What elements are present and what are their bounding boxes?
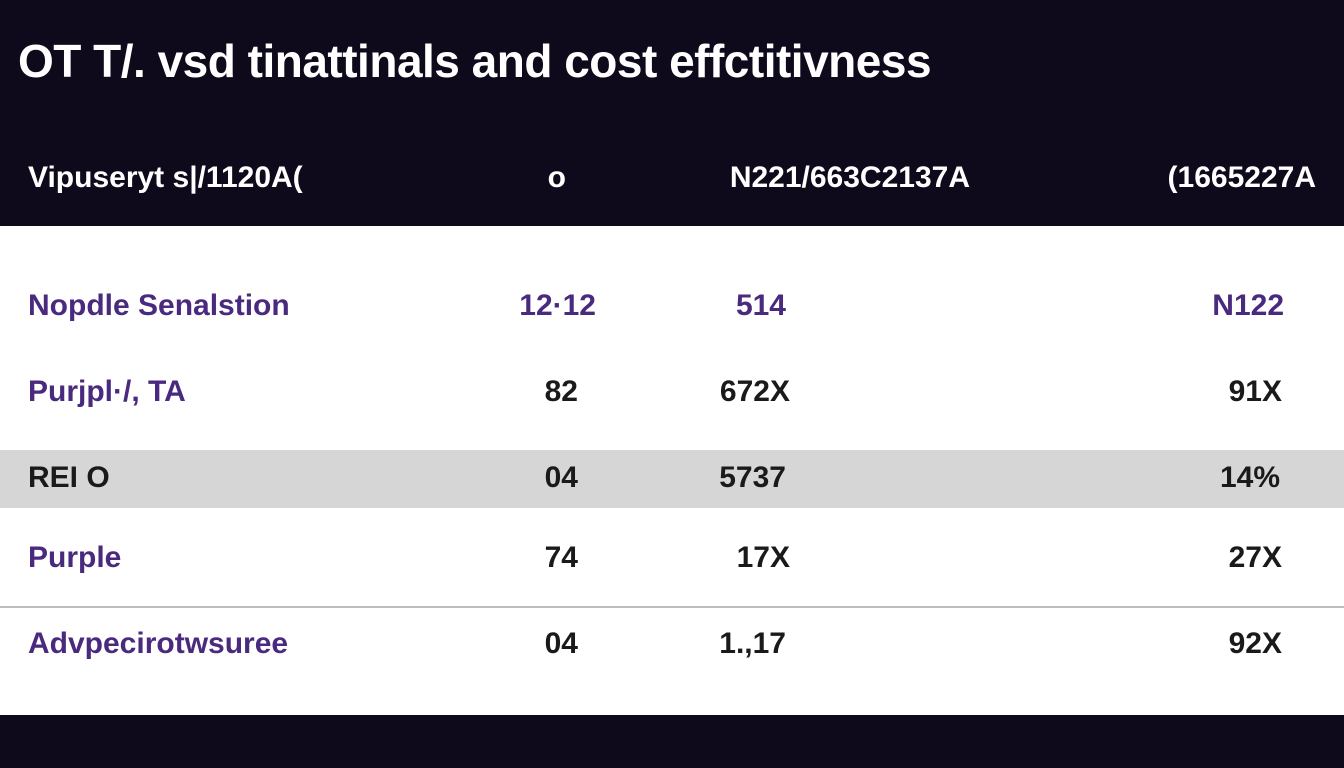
table-body: Nopdle Senalstion 12·12 514 N122 Purjpl·… <box>0 226 1344 715</box>
row-label: Purple <box>28 541 122 574</box>
row-value-3: 14% <box>1219 461 1280 494</box>
row-value-1: 04 <box>544 461 578 494</box>
row-value-2: 514 <box>735 289 786 322</box>
page-title: OT T/. vsd tinattinals and cost effctiti… <box>18 35 932 87</box>
row-value-2: 1.,17 <box>719 627 786 660</box>
row-value-2: 17X <box>736 541 790 574</box>
row-value-1: 12·12 <box>519 289 596 322</box>
header-col-3: N221/663C2137A <box>729 161 970 194</box>
header-col-1: Vipuseryt s|/1120A( <box>28 161 303 194</box>
table-row: Purple 74 17X 27X <box>0 530 1344 588</box>
table-row: Advpecirotwsuree 04 1.,17 92X <box>0 616 1344 674</box>
table-row: Purjpl·/, TA 82 672X 91X <box>0 364 1344 422</box>
table-row: REI O 04 5737 14% <box>0 450 1344 508</box>
row-value-1: 82 <box>544 375 578 408</box>
row-value-3: 92X <box>1228 627 1282 660</box>
row-label: Purjpl·/, TA <box>28 375 186 408</box>
row-value-1: 74 <box>544 541 578 574</box>
table-header: Vipuseryt s|/1120A( o N221/663C2137A (16… <box>0 150 1344 206</box>
table-row: Nopdle Senalstion 12·12 514 N122 <box>0 278 1344 336</box>
row-label: Advpecirotwsuree <box>28 627 289 660</box>
row-label: REI O <box>28 461 110 494</box>
row-value-3: N122 <box>1212 289 1284 322</box>
row-value-2: 672X <box>719 375 790 408</box>
header-col-2: o <box>547 161 566 194</box>
row-value-3: 27X <box>1228 541 1282 574</box>
header-col-4: (1665227A <box>1167 161 1316 194</box>
row-value-2: 5737 <box>719 461 786 494</box>
row-divider <box>0 606 1344 608</box>
row-value-3: 91X <box>1228 375 1282 408</box>
row-label: Nopdle Senalstion <box>28 289 290 322</box>
row-value-1: 04 <box>544 627 578 660</box>
